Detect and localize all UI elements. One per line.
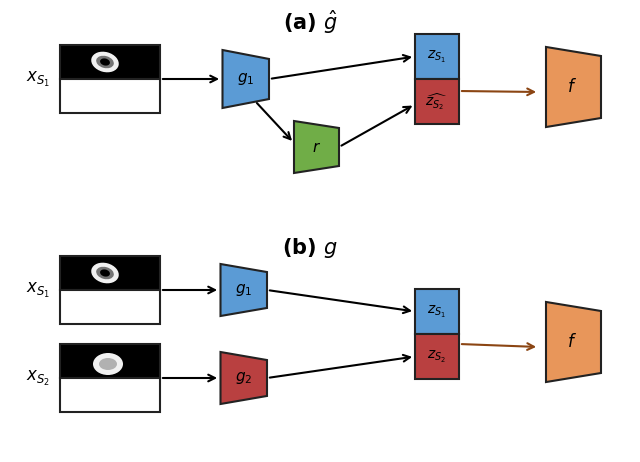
Text: $g_2$: $g_2$ bbox=[235, 370, 252, 386]
Bar bbox=[415, 334, 459, 379]
Text: $r$: $r$ bbox=[312, 140, 321, 154]
Text: $g_1$: $g_1$ bbox=[235, 282, 252, 298]
Polygon shape bbox=[546, 302, 601, 382]
Ellipse shape bbox=[92, 263, 119, 283]
Ellipse shape bbox=[100, 269, 110, 277]
Ellipse shape bbox=[92, 52, 119, 73]
Bar bbox=[60, 344, 160, 378]
Bar bbox=[60, 378, 160, 412]
Text: $x_{S_1}$: $x_{S_1}$ bbox=[26, 280, 50, 299]
Bar bbox=[415, 289, 459, 334]
Bar bbox=[60, 45, 160, 79]
Polygon shape bbox=[221, 264, 267, 316]
Text: $x_{S_2}$: $x_{S_2}$ bbox=[26, 369, 50, 388]
Ellipse shape bbox=[96, 267, 114, 279]
Ellipse shape bbox=[93, 353, 123, 375]
Text: $x_{S_1}$: $x_{S_1}$ bbox=[26, 69, 50, 89]
Text: $z_{S_1}$: $z_{S_1}$ bbox=[428, 304, 447, 320]
Ellipse shape bbox=[100, 58, 110, 66]
Bar bbox=[60, 290, 160, 324]
Text: (a) $\hat{g}$: (a) $\hat{g}$ bbox=[282, 8, 337, 36]
Polygon shape bbox=[294, 121, 339, 173]
Text: $z_{S_2}$: $z_{S_2}$ bbox=[428, 348, 447, 365]
Bar bbox=[60, 256, 160, 290]
Bar bbox=[60, 79, 160, 113]
Text: $z_{S_1}$: $z_{S_1}$ bbox=[428, 49, 447, 65]
Bar bbox=[415, 79, 459, 124]
Polygon shape bbox=[221, 352, 267, 404]
Ellipse shape bbox=[96, 56, 114, 68]
Text: $g_1$: $g_1$ bbox=[237, 71, 255, 87]
Polygon shape bbox=[223, 50, 269, 108]
Polygon shape bbox=[546, 47, 601, 127]
Ellipse shape bbox=[99, 358, 117, 370]
Text: (b) $g$: (b) $g$ bbox=[282, 236, 338, 260]
Text: $f$: $f$ bbox=[567, 333, 577, 351]
Text: $f$: $f$ bbox=[567, 78, 577, 96]
Bar bbox=[415, 34, 459, 79]
Text: $\widehat{z_{S_2}}$: $\widehat{z_{S_2}}$ bbox=[426, 91, 449, 112]
